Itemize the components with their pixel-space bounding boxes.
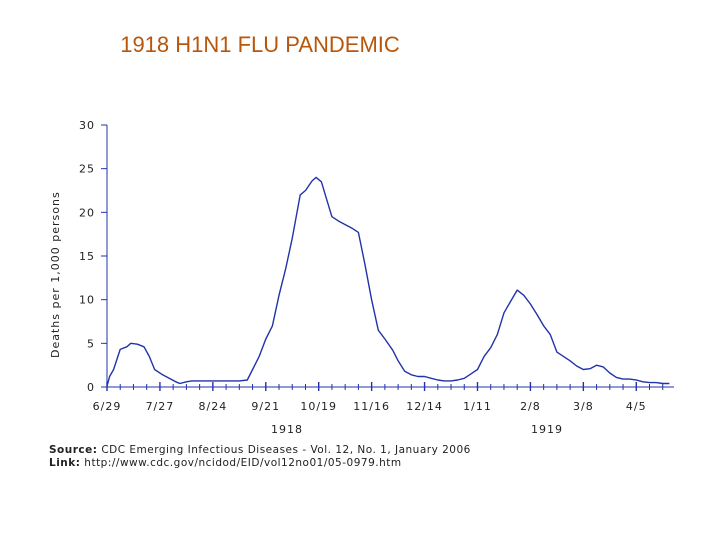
y-axis: 0 5 10 15 20 25 30	[79, 119, 108, 394]
x-tick-label: 2/8	[520, 400, 541, 413]
y-tick-label: 15	[79, 250, 95, 263]
x-tick-label: 7/27	[146, 400, 175, 413]
source-text: CDC Emerging Infectious Diseases - Vol. …	[101, 444, 471, 456]
x-tick-label: 11/16	[353, 400, 390, 413]
y-axis-label: Deaths per 1,000 persons	[49, 191, 62, 358]
link-label: Link:	[49, 457, 81, 469]
y-tick-label: 20	[79, 206, 95, 219]
y-tick-label: 10	[79, 294, 95, 307]
source-label: Source:	[49, 444, 98, 456]
source-line: Source: CDC Emerging Infectious Diseases…	[49, 444, 471, 456]
x-tick-label: 6/29	[93, 400, 122, 413]
y-tick-label: 5	[87, 337, 95, 350]
x-axis: 6/29 7/27 8/24 9/21 10/19 11/16 12/14 1/11 2/8 3/…	[93, 382, 674, 436]
x-tick-label: 4/5	[626, 400, 647, 413]
y-tick-label: 30	[79, 119, 95, 132]
y-tick-label: 0	[87, 381, 95, 394]
series-line	[106, 176, 670, 387]
year-label: 1918	[271, 423, 303, 436]
x-tick-label: 10/19	[300, 400, 337, 413]
year-label: 1919	[531, 423, 563, 436]
link-line: Link: http://www.cdc.gov/ncidod/EID/vol1…	[49, 457, 402, 469]
link-text[interactable]: http://www.cdc.gov/ncidod/EID/vol12no01/…	[84, 457, 402, 469]
series-layer	[106, 176, 670, 387]
x-tick-label: 8/24	[199, 400, 228, 413]
chart-title: 1918 H1N1 FLU PANDEMIC	[120, 32, 400, 57]
y-tick-label: 25	[79, 163, 95, 176]
x-tick-label: 12/14	[406, 400, 443, 413]
x-tick-label: 3/8	[573, 400, 594, 413]
x-tick-label: 9/21	[251, 400, 280, 413]
x-tick-label: 1/11	[463, 400, 492, 413]
